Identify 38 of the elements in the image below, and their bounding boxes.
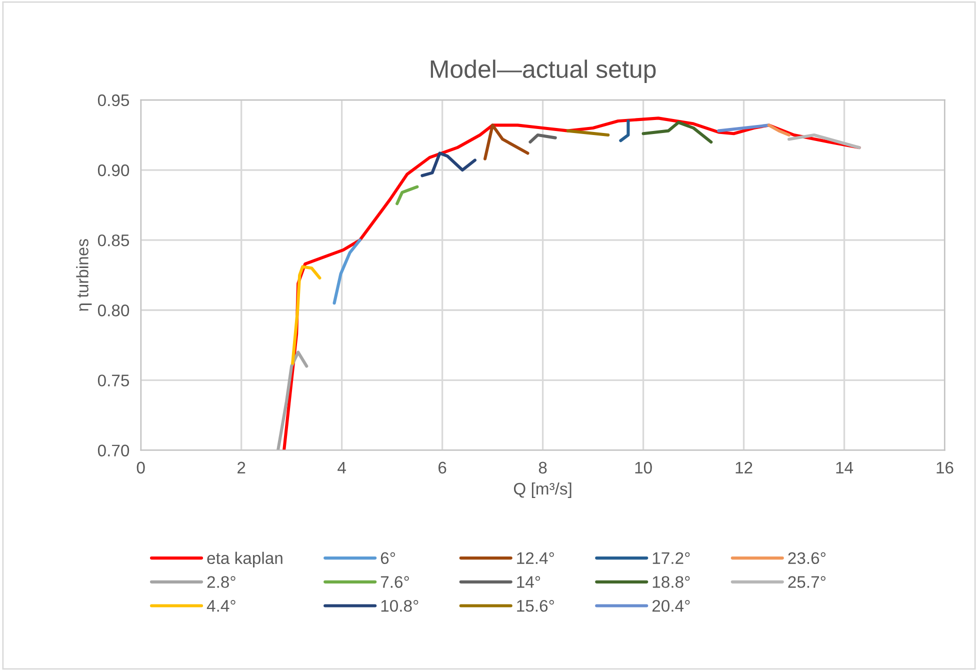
y-tick-label: 0.95	[98, 94, 130, 106]
line-series	[642, 120, 713, 144]
line-series	[483, 124, 530, 160]
legend-label: 12.4°	[517, 552, 554, 564]
x-tick-label: 12	[736, 462, 752, 474]
y-tick-label: 0.70	[98, 444, 130, 456]
legend-label: 18.8°	[652, 576, 690, 588]
line-series	[332, 238, 362, 305]
x-tick-label: 0	[136, 462, 145, 474]
y-tick-label: 0.90	[98, 164, 130, 176]
legend-label: 2.8°	[207, 576, 236, 588]
x-tick-label: 14	[836, 462, 854, 474]
line-series	[276, 350, 308, 450]
x-axis-title: Q [m³/s]	[514, 482, 572, 498]
x-tick-label: 8	[538, 462, 547, 474]
x-tick-label: 10	[635, 462, 652, 474]
chart-title: Model—actual setup	[430, 60, 656, 83]
x-tick-label: 2	[238, 462, 246, 474]
legend-label: 17.2°	[652, 552, 690, 564]
line-series	[291, 265, 322, 365]
legend-label: eta kaplan	[207, 552, 282, 568]
legend-label: 4.4°	[206, 600, 236, 612]
legend-label: 10.8°	[381, 600, 418, 612]
y-tick-label: 0.80	[98, 304, 130, 316]
legend-label: 7.6°	[380, 576, 409, 588]
x-tick-label: 4	[338, 462, 346, 474]
line-series	[420, 152, 476, 178]
y-tick-label: 0.75	[98, 374, 130, 386]
y-axis-title: η turbines	[76, 239, 92, 311]
y-tick-label: 0.85	[98, 234, 130, 246]
legend-label: 6°	[380, 552, 396, 564]
legend-label: 25.7°	[788, 576, 826, 588]
legend-label: 20.4°	[652, 600, 690, 612]
legend-label: 14°	[517, 576, 540, 588]
legend-label: 23.6°	[788, 552, 826, 564]
x-tick-label: 6	[438, 462, 446, 474]
legend-label: 15.6°	[517, 600, 554, 612]
x-tick-label: 16	[936, 462, 954, 474]
